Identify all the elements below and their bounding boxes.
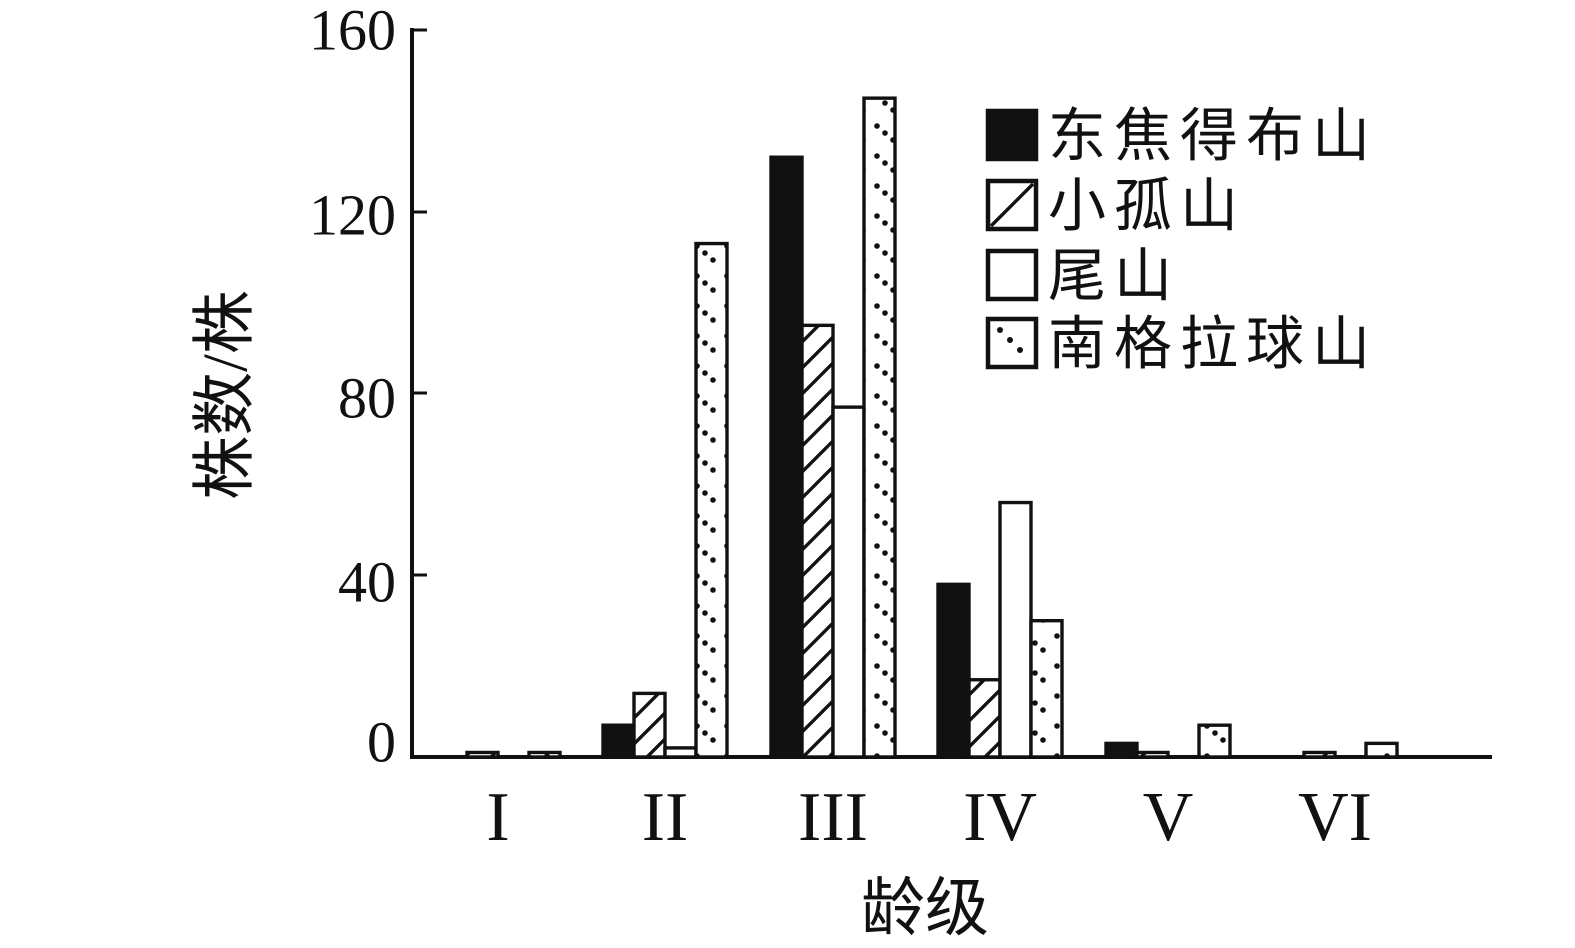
x-label-age-class-5: V [1143, 779, 1194, 856]
y-tick-label-120: 120 [309, 183, 396, 248]
bar-series2-class6 [1302, 750, 1337, 759]
legend-swatch-dotted-square [985, 316, 1039, 370]
bar-series3-class4 [998, 500, 1033, 759]
x-axis-title: 龄级 [861, 873, 989, 944]
x-label-age-class-2: II [642, 779, 689, 856]
legend-row-nangelaqiushan: 南格拉球山 [985, 312, 1378, 377]
legend-row-dongjiaodebushan: 东焦得布山 [985, 104, 1378, 169]
bar-series4-class2 [694, 241, 729, 759]
legend-label: 东焦得布山 [1048, 104, 1378, 169]
bar-series2-class5 [1135, 750, 1170, 759]
legend-swatch-black-filled-square [985, 108, 1039, 162]
y-tick-label-80: 80 [338, 366, 396, 431]
bar-series1-class3 [769, 155, 804, 759]
y-tick-label-0: 0 [367, 710, 396, 775]
bar-series2-class4 [967, 678, 1002, 759]
legend-label: 小孤山 [1048, 174, 1246, 239]
bar-series1-class5 [1104, 741, 1139, 759]
bar-series1-class4 [936, 582, 971, 759]
bars-layer [465, 96, 1399, 759]
bar-series4-class4 [1029, 618, 1064, 759]
bar-series4-class3 [862, 96, 897, 759]
y-axis-ticks [412, 28, 427, 577]
legend-label: 尾山 [1048, 244, 1180, 309]
x-label-age-class-3: III [798, 779, 868, 856]
legend-swatch-white-open-square [985, 248, 1039, 302]
x-label-age-class-4: IV [963, 779, 1037, 856]
x-label-age-class-6: VI [1298, 779, 1372, 856]
bar-series2-class1 [465, 750, 500, 759]
y-tick-label-160: 160 [309, 0, 396, 63]
x-category-labels: I II III IV V VI [486, 779, 1372, 856]
y-tick-labels: 160 120 80 40 0 [309, 0, 396, 775]
legend-label: 南格拉球山 [1048, 312, 1378, 377]
bar-series4-class6 [1364, 741, 1399, 759]
bar-series4-class5 [1197, 723, 1232, 759]
legend-swatch-diagonal-hatched-square [985, 178, 1039, 232]
bar-series2-class2 [632, 691, 667, 759]
bar-series1-class2 [601, 723, 636, 759]
y-tick-label-40: 40 [338, 550, 396, 615]
legend-row-xiaogushan: 小孤山 [985, 174, 1246, 239]
bar-series2-class3 [800, 323, 835, 759]
bar-series3-class2 [663, 746, 698, 759]
bar-series3-class3 [831, 405, 866, 759]
x-label-age-class-1: I [486, 779, 509, 856]
bar-series4-class1 [527, 750, 562, 759]
legend: 东焦得布山 小孤山 尾山 南格拉球山 [985, 104, 1378, 377]
y-axis-title: 株数/株 [190, 290, 261, 500]
legend-row-weishan: 尾山 [985, 244, 1180, 309]
